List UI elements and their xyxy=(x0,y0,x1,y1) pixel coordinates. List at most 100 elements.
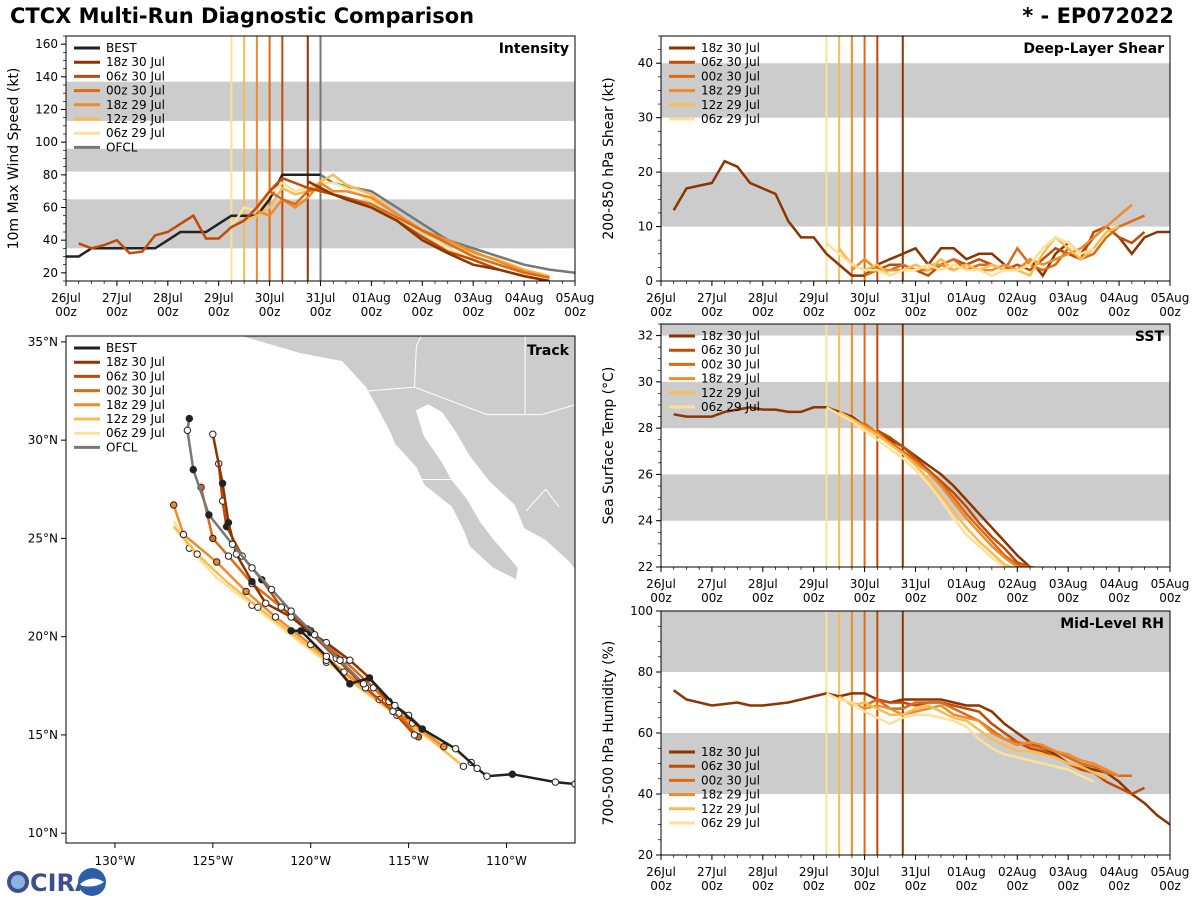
rh-xtick-sub: 00z xyxy=(803,879,825,893)
track-xtick-label: 115°W xyxy=(388,854,429,868)
rh-series-18z-30-jul xyxy=(672,689,1170,826)
intensity-xtick-sub: 00z xyxy=(513,305,535,319)
track-legend-label: 18z 29 Jul xyxy=(106,398,165,412)
intensity-ytick-label: 160 xyxy=(35,37,58,51)
sst-ytick-label: 28 xyxy=(638,421,653,435)
intensity-xtick-label: 04Aug xyxy=(505,291,544,305)
sst-xtick-sub: 00z xyxy=(1159,591,1181,605)
track-point-18z-30-jul xyxy=(346,656,354,664)
sst-title: SST xyxy=(1135,329,1165,345)
track-point-ofcl xyxy=(267,585,276,594)
sst-ytick-label: 30 xyxy=(638,375,653,389)
intensity-xtick-label: 29Jul xyxy=(204,291,234,305)
intensity-xtick-sub: 00z xyxy=(412,305,434,319)
intensity-ylabel: 10m Max Wind Speed (kt) xyxy=(6,68,22,250)
shear-xtick-label: 31Jul xyxy=(901,291,931,305)
intensity-ytick-label: 40 xyxy=(43,233,58,247)
intensity-chart: 2040608010012014016026Jul00z27Jul00z28Ju… xyxy=(6,35,595,319)
track-map xyxy=(169,336,575,788)
track-point-18z-29-jul xyxy=(179,530,188,539)
rh-xtick-sub: 00z xyxy=(905,879,927,893)
intensity-ytick-label: 80 xyxy=(43,168,58,182)
intensity-xtick-sub: 00z xyxy=(564,305,586,319)
shear-band-1 xyxy=(661,63,1170,118)
shear-xtick-label: 30Jul xyxy=(850,291,880,305)
track-point-ofcl xyxy=(310,630,319,639)
track-ytick-label: 35°N xyxy=(28,335,58,349)
shear-xtick-sub: 00z xyxy=(854,305,876,319)
rh-xtick-sub: 00z xyxy=(854,879,876,893)
rh-ytick-label: 80 xyxy=(638,665,653,679)
sst-xtick-sub: 00z xyxy=(905,591,927,605)
shear-xtick-label: 28Jul xyxy=(748,291,778,305)
intensity-xtick-sub: 00z xyxy=(310,305,332,319)
sst-xtick-sub: 00z xyxy=(1057,591,1079,605)
intensity-legend-label: 12z 29 Jul xyxy=(106,112,165,126)
track-legend-label: 06z 30 Jul xyxy=(106,369,165,383)
sst-xtick-label: 26Jul xyxy=(646,577,676,591)
intensity-legend-label: 06z 29 Jul xyxy=(106,126,165,140)
sst-legend-label: 18z 29 Jul xyxy=(701,372,760,386)
track-point-best xyxy=(551,778,560,786)
track-point-ofcl xyxy=(183,426,192,435)
track-point-best xyxy=(418,725,426,733)
track-ytick-label: 20°N xyxy=(28,630,58,644)
sst-legend-label: 06z 29 Jul xyxy=(701,400,760,414)
intensity-legend-label: 06z 30 Jul xyxy=(106,69,165,83)
track-point-06z-30-jul xyxy=(410,731,419,739)
cira-logo-icon: CIRA xyxy=(7,868,106,897)
shear-xtick-label: 29Jul xyxy=(799,291,829,305)
intensity-xtick-sub: 00z xyxy=(157,305,179,319)
shear-ylabel: 200-850 hPa Shear (kt) xyxy=(601,77,617,239)
intensity-series-18z-30-jul xyxy=(307,180,550,281)
intensity-series-00z-30-jul xyxy=(268,186,550,279)
track-point-ofcl xyxy=(336,656,344,664)
sst-legend-label: 00z 30 Jul xyxy=(701,357,760,371)
rh-ytick-label: 20 xyxy=(638,848,653,862)
intensity-xtick-label: 05Aug xyxy=(556,291,595,305)
track-point-best xyxy=(297,627,305,635)
track-point-18z-29-jul xyxy=(169,501,178,509)
shear-legend-label: 06z 30 Jul xyxy=(701,55,760,69)
intensity-series-06z-29-jul xyxy=(230,181,525,278)
track-xtick-label: 110°W xyxy=(486,854,527,868)
shear-xtick-sub: 00z xyxy=(1108,305,1130,319)
track-point-18z-29-jul xyxy=(242,587,250,596)
intensity-xtick-sub: 00z xyxy=(259,305,281,319)
shear-xtick-sub: 00z xyxy=(803,305,825,319)
rh-legend-label: 18z 29 Jul xyxy=(701,788,760,802)
state-border-sonora-sinaloa xyxy=(525,488,560,512)
track-chart: 10°N 15°N 20°N 25°N 30°N 35°N 130°W 125°W 120°W 1… xyxy=(28,335,576,868)
shear-ytick-label: 20 xyxy=(638,165,653,179)
rh-xtick-sub: 00z xyxy=(956,879,978,893)
shear-ytick-label: 10 xyxy=(638,220,653,234)
track-legend-label: 18z 30 Jul xyxy=(106,355,165,369)
track-xtick-label: 130°W xyxy=(95,854,136,868)
intensity-legend-label: 00z 30 Jul xyxy=(106,84,165,98)
rh-xtick-sub: 00z xyxy=(701,879,723,893)
rh-chart: 2040608010026Jul00z27Jul00z28Jul00z29Jul… xyxy=(601,604,1189,893)
shear-xtick-label: 26Jul xyxy=(646,291,676,305)
sst-xtick-sub: 00z xyxy=(1108,591,1130,605)
intensity-series-18z-29-jul xyxy=(256,181,550,279)
sst-ylabel: Sea Surface Temp (°C) xyxy=(601,367,617,525)
track-point-ofcl xyxy=(185,414,194,423)
track-legend-label: OFCL xyxy=(106,440,138,454)
rh-title: Mid-Level RH xyxy=(1060,616,1164,632)
rh-xtick-label: 05Aug xyxy=(1151,865,1190,879)
shear-xtick-sub: 00z xyxy=(701,305,723,319)
shear-xtick-sub: 00z xyxy=(1007,305,1029,319)
track-series-18z-30-jul xyxy=(211,434,424,730)
sst-ytick-label: 24 xyxy=(638,514,653,528)
rh-series-06z-30-jul xyxy=(877,698,1146,796)
rh-xtick-sub: 00z xyxy=(1007,879,1029,893)
shear-title: Deep-Layer Shear xyxy=(1023,41,1164,57)
intensity-xtick-sub: 00z xyxy=(208,305,230,319)
track-point-best xyxy=(508,770,517,778)
rh-xtick-label: 27Jul xyxy=(697,865,727,879)
track-series-ofcl xyxy=(186,418,365,685)
page-title: CTCX Multi-Run Diagnostic Comparison xyxy=(10,4,475,28)
sst-xtick-label: 04Aug xyxy=(1100,577,1139,591)
